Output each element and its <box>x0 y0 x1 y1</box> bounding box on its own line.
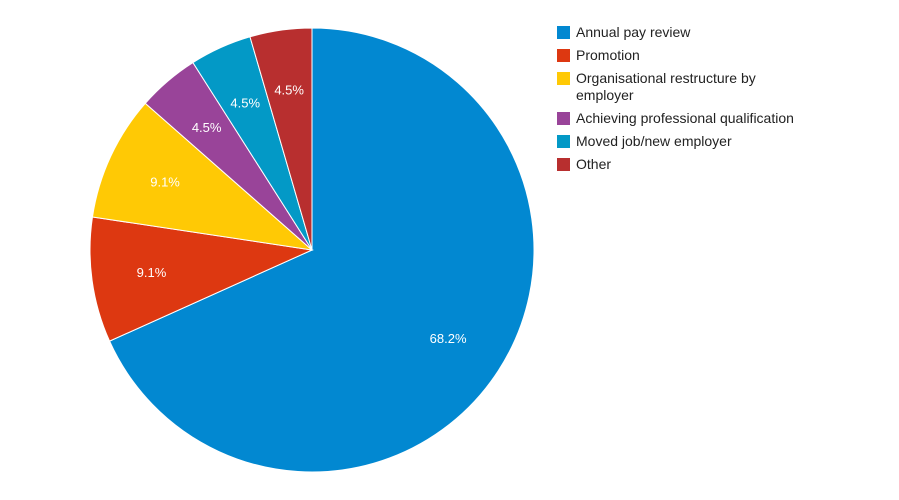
pie-slice-3 <box>91 102 314 251</box>
legend-item: Moved job/new employer <box>557 133 887 150</box>
legend-label: Achieving professional qualification <box>576 110 794 126</box>
legend-label: Organisational restructure by employer <box>576 70 756 103</box>
slice-data-label: 4.5% <box>192 120 222 135</box>
pie-data-labels: 68.2% 9.1% 9.1% 4.5% 4.5% 4.5% <box>137 83 467 346</box>
legend-label: Moved job/new employer <box>576 133 732 149</box>
slice-data-label: 9.1% <box>137 265 167 280</box>
legend-swatch <box>557 112 570 125</box>
legend-item: Annual pay review <box>557 24 887 41</box>
legend-item: Organisational restructure by employer <box>557 70 887 104</box>
pie-slice-2 <box>89 216 314 342</box>
slice-data-label: 68.2% <box>430 331 467 346</box>
pie-chart: 68.2% 9.1% 9.1% 4.5% 4.5% 4.5% <box>89 27 535 473</box>
legend-label: Annual pay review <box>576 24 691 40</box>
pie-slices <box>89 27 535 473</box>
pie-slice-1 <box>108 27 535 473</box>
pie-slice-6 <box>249 27 313 251</box>
slice-data-label: 4.5% <box>230 95 260 110</box>
legend-swatch <box>557 49 570 62</box>
legend-item: Other <box>557 156 887 173</box>
legend: Annual pay review Promotion Organisational… <box>557 24 887 179</box>
legend-swatch <box>557 72 570 85</box>
legend-item: Achieving professional qualification <box>557 110 887 127</box>
legend-label: Other <box>576 156 612 172</box>
slice-data-label: 9.1% <box>150 175 180 190</box>
slice-data-label: 4.5% <box>274 83 304 98</box>
legend-item: Promotion <box>557 47 887 64</box>
legend-swatch <box>557 26 570 39</box>
legend-swatch <box>557 135 570 148</box>
legend-swatch <box>557 158 570 171</box>
legend-label: Promotion <box>576 47 640 63</box>
